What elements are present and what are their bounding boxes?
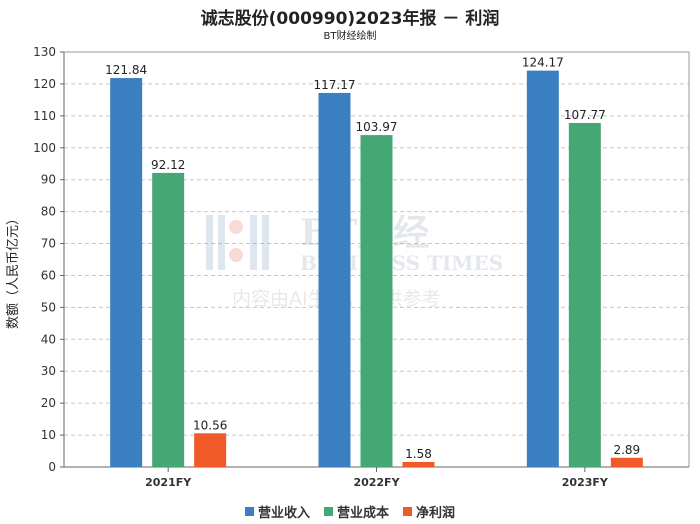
watermark-logo-bar-3: [250, 215, 257, 270]
bar-chart: BT财经 BUSINESS TIMES 内容由AI生成，仅供参考 0 10 20 30…: [33, 45, 690, 489]
watermark-logo-bar-2: [218, 215, 225, 270]
bar-cost: [152, 172, 185, 467]
data-label: 1.58: [405, 447, 432, 461]
axes: 0 10 20 30 40 50 60 70 80 90 100 110 120 130 2021FY 202…: [33, 45, 690, 489]
data-label: 107.77: [564, 108, 606, 122]
x-tick-label: 2022FY: [353, 476, 400, 489]
y-tick-label: 40: [41, 332, 56, 346]
x-tick-label: 2023FY: [562, 476, 609, 489]
watermark-logo-bar-1: [206, 215, 213, 270]
data-label: 2.89: [613, 443, 640, 457]
legend-swatch: [323, 507, 333, 516]
bars: [110, 70, 643, 468]
y-tick-label: 20: [41, 396, 56, 410]
bar-revenue: [526, 70, 559, 468]
x-tick-label: 2021FY: [145, 476, 192, 489]
legend-label: 营业收入: [257, 506, 310, 521]
watermark-logo-dot-2: [229, 248, 243, 262]
y-tick-label: 120: [33, 77, 56, 91]
data-label: 121.84: [105, 63, 147, 77]
bar-cost: [360, 135, 393, 467]
data-label: 10.56: [193, 418, 227, 432]
y-tick-label: 70: [41, 237, 56, 251]
bar-profit: [402, 461, 435, 467]
watermark-logo-dot-1: [229, 220, 243, 234]
bar-profit: [610, 457, 643, 467]
watermark: BT财经 BUSINESS TIMES 内容由AI生成，仅供参考: [206, 212, 503, 310]
y-tick-label: 80: [41, 205, 56, 219]
y-tick-label: 0: [48, 460, 56, 474]
y-tick-label: 30: [41, 364, 56, 378]
bar-revenue: [110, 78, 143, 468]
y-tick-label: 90: [41, 173, 56, 187]
legend: 营业收入 营业成本 净利润: [0, 502, 700, 521]
y-tick-label: 10: [41, 428, 56, 442]
data-label: 92.12: [151, 158, 185, 172]
legend-item-revenue: 营业收入: [244, 502, 310, 521]
legend-item-profit: 净利润: [403, 502, 455, 521]
bar-cost: [568, 122, 601, 467]
legend-swatch: [403, 507, 412, 516]
legend-label: 净利润: [416, 506, 456, 521]
data-label: 124.17: [522, 56, 564, 70]
data-labels: 121.84 92.12 10.56 117.17 103.97 1.58 124.17 10…: [105, 56, 640, 461]
y-tick-label: 100: [33, 141, 56, 155]
chart-title: 诚志股份(000990)2023年报 － 利润: [200, 9, 500, 29]
legend-item-cost: 营业成本: [323, 502, 389, 521]
chart-subtitle: BT财经绘制: [323, 31, 377, 42]
legend-label: 营业成本: [336, 506, 389, 521]
legend-swatch: [244, 507, 254, 516]
watermark-logo-bar-4: [262, 215, 269, 270]
y-tick-label: 130: [33, 45, 56, 59]
y-tick-label: 60: [41, 268, 56, 282]
bar-profit: [194, 433, 227, 467]
y-tick-label: 110: [33, 109, 56, 123]
data-label: 117.17: [314, 78, 356, 92]
data-label: 103.97: [356, 120, 398, 134]
y-tick-label: 50: [41, 300, 56, 314]
bar-revenue: [318, 92, 351, 467]
